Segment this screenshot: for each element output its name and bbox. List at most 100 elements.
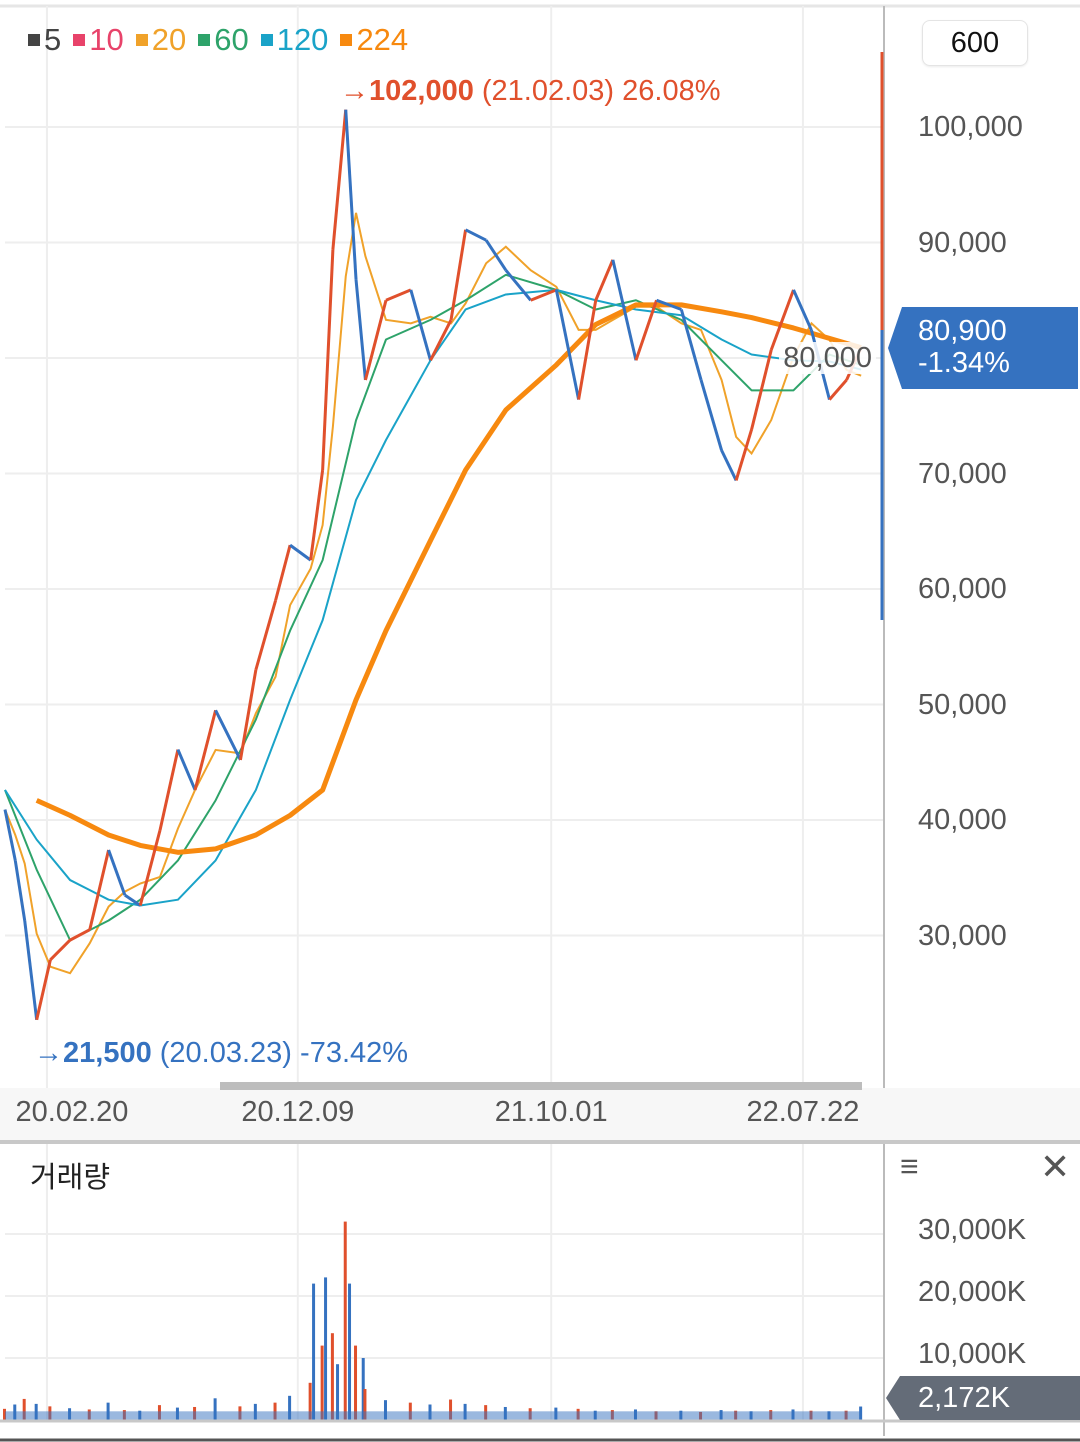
period-count-button[interactable]: 600 xyxy=(922,20,1028,66)
price-segment xyxy=(354,279,367,381)
volume-bar xyxy=(383,1400,387,1420)
hamburger-icon[interactable]: ≡ xyxy=(900,1148,919,1184)
low-price: 21,500 xyxy=(63,1037,152,1069)
price-segment xyxy=(321,249,335,471)
volume-bar xyxy=(3,1408,6,1420)
volume-bar xyxy=(288,1395,292,1420)
volume-panel-title: 거래량 xyxy=(30,1162,111,1194)
price-segment xyxy=(720,449,738,482)
price-segment xyxy=(35,959,52,1021)
price-segment xyxy=(254,600,277,671)
price-segment xyxy=(699,379,724,451)
legend-label: 60 xyxy=(214,22,249,57)
legend-item-ma5[interactable]: 5 xyxy=(28,22,61,58)
price-segment xyxy=(274,544,292,601)
price-segment xyxy=(828,378,848,401)
volume-tick-label: 10,000K xyxy=(918,1338,1027,1370)
volume-bar xyxy=(312,1283,316,1420)
current-volume-tag: 2,172K xyxy=(886,1376,1080,1420)
legend-swatch xyxy=(28,34,40,46)
price-segment xyxy=(176,748,197,791)
price-segment xyxy=(769,289,795,351)
volume-tick-label: 20,000K xyxy=(918,1276,1027,1308)
legend-label: 20 xyxy=(151,22,187,57)
price-segment xyxy=(409,289,432,361)
x-tick-label: 20.12.09 xyxy=(241,1096,355,1128)
high-date: (21.02.03) xyxy=(481,75,615,107)
volume-bar xyxy=(22,1398,26,1420)
price-segment xyxy=(344,109,358,280)
arrow-right-icon: → xyxy=(34,1037,63,1069)
close-icon[interactable]: ✕ xyxy=(1040,1146,1071,1187)
price-segment xyxy=(158,749,180,831)
price-segment xyxy=(554,289,581,400)
legend-item-ma20[interactable]: 20 xyxy=(135,22,187,58)
grid xyxy=(5,6,884,1420)
legend-swatch xyxy=(260,34,273,46)
y-tick-label: 80,000 xyxy=(779,342,876,374)
price-segment xyxy=(49,939,72,961)
volume-tick-label: 30,000K xyxy=(918,1214,1027,1246)
volume-bar xyxy=(348,1283,352,1420)
price-segment xyxy=(363,299,388,381)
volume-bar xyxy=(361,1358,365,1420)
price-segment xyxy=(792,289,813,331)
legend-swatch xyxy=(340,34,353,46)
legend-swatch xyxy=(135,34,148,46)
horizontal-scrollbar[interactable] xyxy=(220,1082,862,1090)
ma-120-line xyxy=(4,288,862,907)
low-pct: -73.42% xyxy=(300,1037,409,1069)
legend-label: 5 xyxy=(44,22,62,57)
legend-label: 10 xyxy=(89,22,124,57)
y-tick-label: 40,000 xyxy=(918,804,1007,836)
price-segment xyxy=(69,928,91,942)
price-segment xyxy=(193,709,218,791)
current-price: 80,900 xyxy=(918,315,1007,347)
legend-item-ma120[interactable]: 120 xyxy=(260,22,328,58)
price-segment xyxy=(309,469,325,561)
price-segment xyxy=(484,239,508,272)
price-segment xyxy=(13,860,27,921)
legend-item-ma10[interactable]: 10 xyxy=(73,22,124,58)
legend-item-ma60[interactable]: 60 xyxy=(198,22,249,58)
moving-average-lines xyxy=(4,212,862,975)
volume-bar xyxy=(324,1277,328,1420)
x-tick-label: 21.10.01 xyxy=(494,1096,608,1128)
current-volume: 2,172K xyxy=(918,1382,1010,1414)
price-segment xyxy=(138,830,162,906)
price-segment xyxy=(238,669,258,761)
price-series xyxy=(3,109,863,1021)
x-tick-label: 20.02.20 xyxy=(15,1096,129,1128)
y-tick-label: 30,000 xyxy=(918,919,1007,952)
legend-label: 224 xyxy=(356,22,409,57)
volume-bar xyxy=(330,1333,334,1420)
price-segment xyxy=(734,429,753,481)
price-segment xyxy=(504,269,532,302)
price-segment xyxy=(3,809,17,861)
legend-swatch xyxy=(73,34,86,46)
volume-bar xyxy=(213,1398,217,1420)
volume-bar xyxy=(320,1345,324,1420)
low-date: (20.03.23) xyxy=(159,1037,292,1069)
volume-bar xyxy=(336,1364,340,1420)
price-segment xyxy=(634,299,658,361)
price-segment xyxy=(331,109,348,250)
volume-bar xyxy=(343,1221,347,1420)
price-segment xyxy=(124,893,142,907)
price-segment xyxy=(429,319,453,361)
price-segment xyxy=(385,288,412,302)
date-axis xyxy=(0,1088,1080,1144)
volume-bar xyxy=(449,1399,453,1420)
high-price: 102,000 xyxy=(369,75,474,107)
price-segment xyxy=(577,299,598,400)
ma-legend: 5 10 20 60 120 224 xyxy=(28,22,408,58)
price-segment xyxy=(656,298,682,311)
volume-bar xyxy=(363,1389,367,1420)
legend-item-ma224[interactable]: 224 xyxy=(340,22,408,58)
volume-bar xyxy=(308,1382,312,1420)
price-segment xyxy=(679,309,703,381)
current-change: -1.34% xyxy=(918,347,1010,379)
y-tick-label: 60,000 xyxy=(918,573,1007,605)
price-segment xyxy=(107,849,127,896)
